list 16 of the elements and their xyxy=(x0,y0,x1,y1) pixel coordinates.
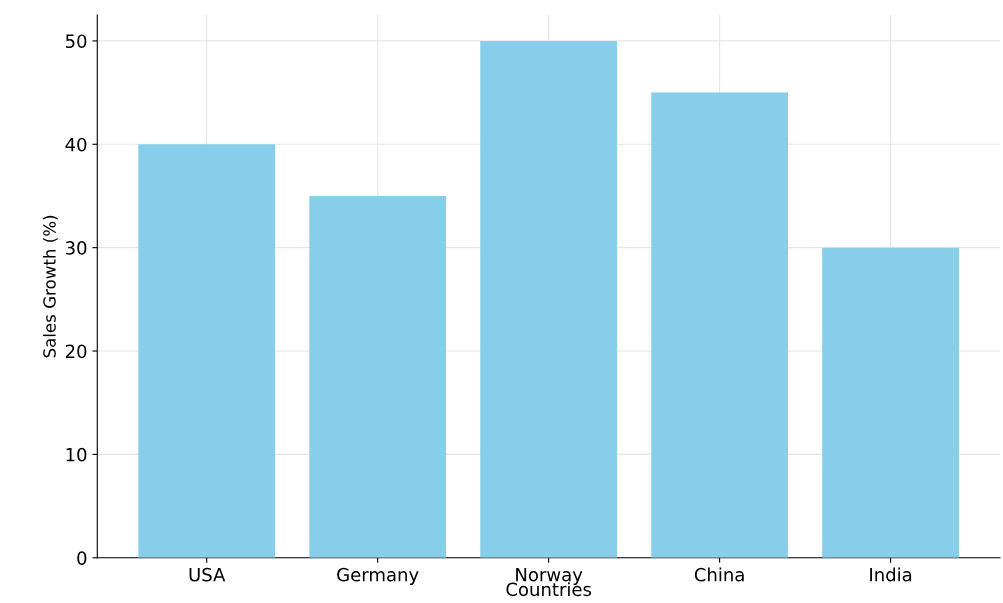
x-tick-label: India xyxy=(870,567,912,582)
bar xyxy=(309,195,447,558)
bar xyxy=(651,92,788,558)
y-tick-label: 0 xyxy=(77,551,87,565)
bar xyxy=(822,247,959,558)
bar xyxy=(480,40,618,558)
x-tick-label: Germany xyxy=(337,567,419,585)
y-axis-title: Sales Growth (%) xyxy=(42,215,58,358)
y-tick-label: 10 xyxy=(66,447,87,462)
y-tick-label: 40 xyxy=(65,137,87,152)
x-tick-label: China xyxy=(694,567,744,582)
y-tick-label: 50 xyxy=(65,34,87,49)
x-tick-label: USA xyxy=(189,567,226,582)
bar xyxy=(138,144,276,558)
y-tick-label: 30 xyxy=(65,241,87,255)
y-tick-label: 20 xyxy=(65,344,87,359)
